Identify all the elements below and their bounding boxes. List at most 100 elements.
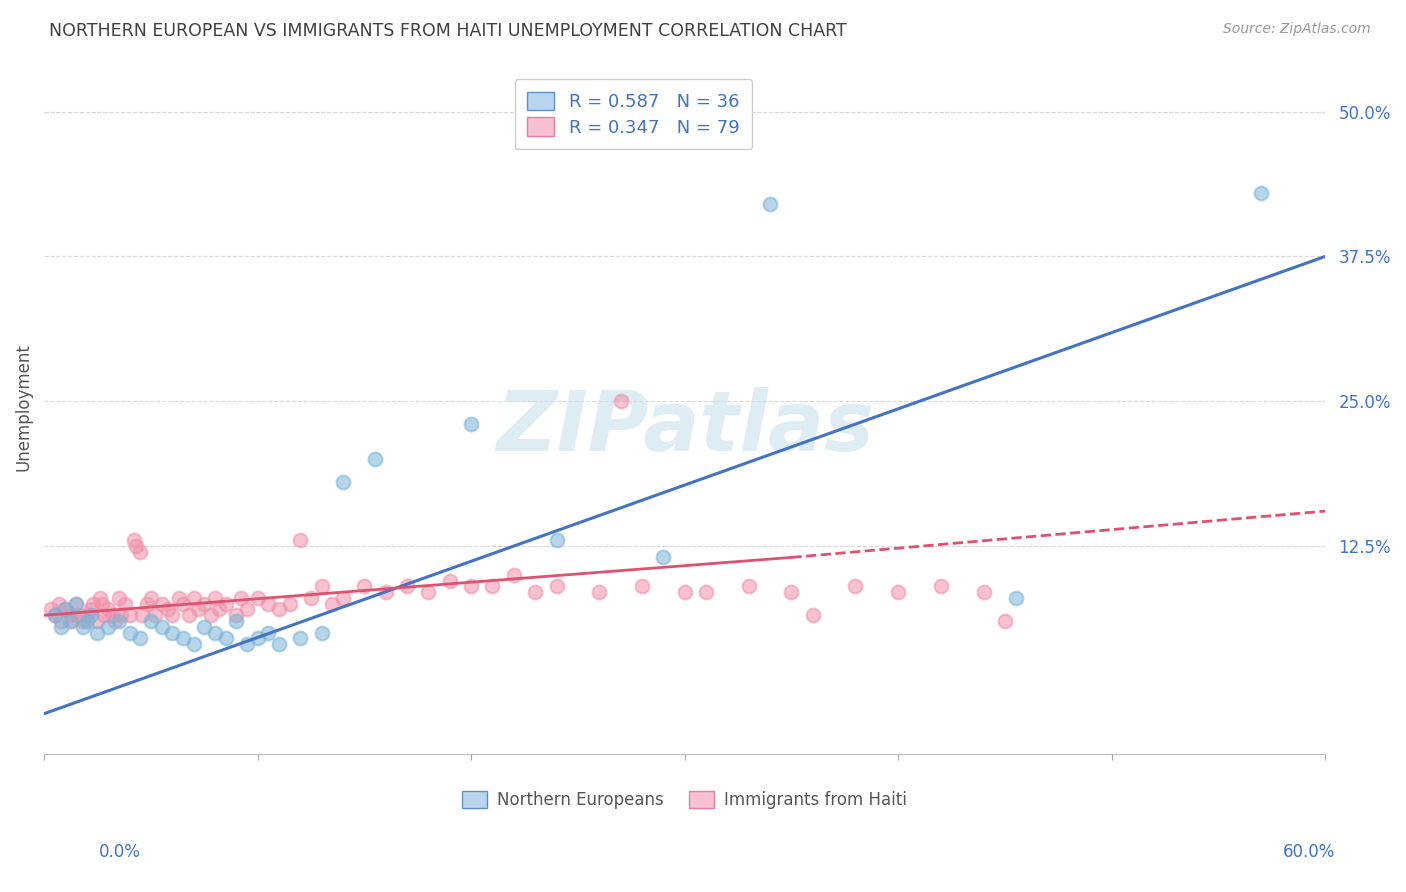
Point xyxy=(208,602,231,616)
Point xyxy=(156,602,179,616)
Point xyxy=(51,614,73,628)
Text: 0.0%: 0.0% xyxy=(98,843,141,861)
Point xyxy=(460,579,482,593)
Point xyxy=(55,602,77,616)
Point xyxy=(72,614,94,628)
Point xyxy=(125,539,148,553)
Point xyxy=(86,614,108,628)
Point xyxy=(59,614,82,628)
Point xyxy=(160,608,183,623)
Point xyxy=(129,632,152,646)
Point xyxy=(82,597,104,611)
Point xyxy=(246,632,269,646)
Point xyxy=(55,602,77,616)
Point xyxy=(278,597,301,611)
Point xyxy=(101,608,124,623)
Point xyxy=(90,597,112,611)
Point xyxy=(311,579,333,593)
Point xyxy=(39,602,62,616)
Y-axis label: Unemployment: Unemployment xyxy=(15,343,32,471)
Point xyxy=(80,608,103,623)
Point xyxy=(135,597,157,611)
Point xyxy=(65,597,87,611)
Point xyxy=(114,597,136,611)
Point xyxy=(673,585,696,599)
Point xyxy=(160,625,183,640)
Point xyxy=(108,591,131,605)
Point xyxy=(652,550,675,565)
Point xyxy=(187,602,209,616)
Point xyxy=(139,591,162,605)
Point xyxy=(418,585,440,599)
Point xyxy=(76,614,98,628)
Point xyxy=(609,394,631,409)
Point xyxy=(364,452,387,467)
Point xyxy=(172,632,194,646)
Legend: Northern Europeans, Immigrants from Haiti: Northern Europeans, Immigrants from Hait… xyxy=(456,784,914,815)
Point xyxy=(76,608,98,623)
Point xyxy=(267,637,290,651)
Point xyxy=(72,620,94,634)
Point xyxy=(299,591,322,605)
Point xyxy=(214,597,236,611)
Point xyxy=(193,620,215,634)
Point xyxy=(193,597,215,611)
Point xyxy=(67,608,90,623)
Point xyxy=(257,597,280,611)
Point xyxy=(80,602,103,616)
Point xyxy=(1004,591,1026,605)
Point xyxy=(143,608,166,623)
Point xyxy=(738,579,761,593)
Point xyxy=(439,574,461,588)
Point xyxy=(460,417,482,432)
Point xyxy=(108,614,131,628)
Point xyxy=(48,597,70,611)
Point xyxy=(97,620,120,634)
Point xyxy=(546,533,568,547)
Point xyxy=(118,608,141,623)
Point xyxy=(60,614,83,628)
Point xyxy=(695,585,717,599)
Point xyxy=(332,475,354,490)
Point xyxy=(929,579,952,593)
Point xyxy=(374,585,396,599)
Point xyxy=(994,614,1017,628)
Point xyxy=(150,620,173,634)
Point xyxy=(44,608,66,623)
Point xyxy=(290,632,312,646)
Point xyxy=(122,533,145,547)
Point xyxy=(89,591,111,605)
Point xyxy=(353,579,375,593)
Point xyxy=(225,614,247,628)
Point xyxy=(86,625,108,640)
Point xyxy=(267,602,290,616)
Point xyxy=(887,585,910,599)
Point xyxy=(200,608,222,623)
Point xyxy=(150,597,173,611)
Point xyxy=(183,591,205,605)
Point xyxy=(588,585,610,599)
Point xyxy=(225,608,247,623)
Point xyxy=(110,608,132,623)
Text: 60.0%: 60.0% xyxy=(1284,843,1336,861)
Point xyxy=(973,585,995,599)
Point xyxy=(502,567,524,582)
Point xyxy=(631,579,654,593)
Point xyxy=(759,197,782,211)
Point xyxy=(844,579,866,593)
Point xyxy=(51,620,73,634)
Point xyxy=(481,579,503,593)
Point xyxy=(204,625,226,640)
Point xyxy=(93,608,115,623)
Point xyxy=(780,585,803,599)
Text: Source: ZipAtlas.com: Source: ZipAtlas.com xyxy=(1223,22,1371,37)
Point xyxy=(257,625,280,640)
Point xyxy=(236,602,259,616)
Point xyxy=(139,614,162,628)
Point xyxy=(44,608,66,623)
Point xyxy=(321,597,343,611)
Point xyxy=(290,533,312,547)
Point xyxy=(97,602,120,616)
Point xyxy=(801,608,824,623)
Text: ZIPatlas: ZIPatlas xyxy=(496,387,873,468)
